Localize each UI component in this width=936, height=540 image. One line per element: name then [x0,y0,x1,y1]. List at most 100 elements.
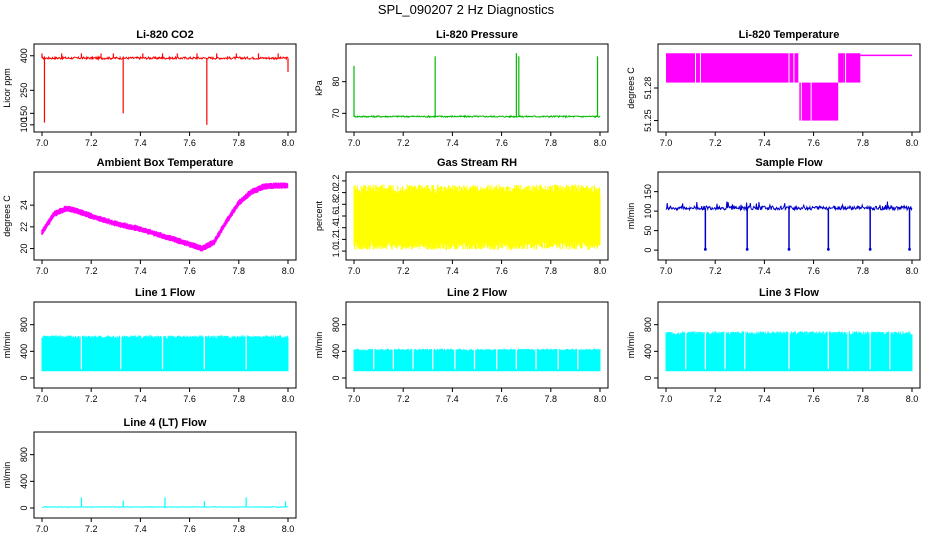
y-tick-label: 2.0 [331,186,341,199]
series-line [353,114,601,119]
y-tick-label: 80 [331,77,341,87]
x-tick-label: 8.0 [282,138,295,148]
x-tick-label: 7.6 [183,524,196,534]
x-tick-label: 7.4 [134,524,147,534]
x-tick-label: 7.8 [857,394,870,404]
x-tick-label: 7.6 [183,394,196,404]
x-tick-label: 7.2 [85,524,98,534]
series-drop-point [745,247,749,251]
x-tick-label: 7.2 [85,394,98,404]
x-tick-label: 7.0 [348,266,361,276]
chart-title: Line 1 Flow [135,287,195,299]
x-tick-label: 7.0 [36,266,49,276]
x-tick-label: 7.2 [397,394,410,404]
x-tick-label: 7.6 [495,394,508,404]
x-tick-label: 8.0 [282,394,295,404]
series-line [41,506,288,508]
x-tick-label: 7.4 [446,394,459,404]
plot-frame [33,431,297,519]
y-tick-label: 50 [643,226,653,236]
x-tick-label: 7.4 [446,266,459,276]
y-tick-label: 250 [19,83,29,98]
y-tick-label: 0 [19,375,29,380]
chart-line1: Line 1 Flow ml/min 7.0 7.2 7.4 7.6 7.8 8.0 0 400 8… [2,287,297,404]
y-tick-label: 800 [331,317,341,332]
chart-title: Line 3 Flow [759,287,819,299]
x-tick-label: 7.8 [233,394,246,404]
series-line-1 [41,334,289,372]
y-axis-label: ml/min [2,462,12,489]
chart-line3: Line 3 Flow ml/min 7.0 7.2 7.4 7.6 7.8 8.0 0 400 8… [626,287,921,404]
chart-title: Line 2 Flow [447,287,507,299]
series-drop-point [826,247,830,251]
plot-frame [33,301,297,389]
plot-frame [657,301,921,389]
series-block [843,53,861,83]
y-axis-label: degrees C [626,67,636,109]
series-co2 [41,53,289,125]
x-tick-label: 7.8 [545,394,558,404]
plot-frame [657,171,921,261]
x-tick-label: 7.2 [397,138,410,148]
x-tick-label: 8.0 [282,266,295,276]
figure-title: SPL_090207 2 Hz Diagnostics [378,2,555,17]
chart-title: Line 4 (LT) Flow [124,417,207,429]
y-tick-label: 1.4 [331,221,341,234]
chart-line2: Line 2 Flow ml/min 7.0 7.2 7.4 7.6 7.8 8.0 0 400 8… [314,287,609,404]
plot-frame [345,43,609,133]
series-band [665,331,913,372]
series-pressure [353,53,601,119]
y-tick-label: 20 [19,244,29,254]
chart-temp: Li-820 Temperature degrees C 7.0 7.2 7.4 7.6 7… [626,29,921,148]
y-axis-label: ml/min [2,332,12,359]
series-line [41,55,289,61]
y-tick-label: 0 [331,375,341,380]
y-tick-label: 400 [19,474,29,489]
y-tick-label: 1.2 [331,233,341,246]
x-tick-label: 7.4 [134,394,147,404]
y-axis-label: Licor ppm [2,68,12,108]
y-axis-label: kPa [314,80,324,96]
chart-sample: Sample Flow ml/min 7.0 7.2 7.4 7.6 7.8 8.0 0 50 10… [626,157,921,276]
y-tick-label: 150 [643,184,653,199]
x-tick-label: 7.8 [233,266,246,276]
series-line-2 [353,347,601,372]
x-tick-label: 7.4 [758,394,771,404]
x-tick-label: 7.6 [807,266,820,276]
x-tick-label: 7.8 [545,138,558,148]
x-tick-label: 7.4 [446,138,459,148]
x-tick-label: 7.4 [134,138,147,148]
x-tick-label: 7.6 [807,394,820,404]
x-tick-label: 8.0 [594,266,607,276]
y-tick-label: 1.0 [331,245,341,258]
y-tick-label: 800 [19,317,29,332]
series-block [666,53,789,83]
y-tick-label: 22 [19,222,29,232]
y-tick-label: 400 [643,344,653,359]
y-tick-label: 100 [19,117,29,132]
series-drop-point [703,247,707,251]
series-block [798,82,839,121]
series-rh [353,184,601,250]
x-tick-label: 7.2 [85,138,98,148]
x-tick-label: 7.2 [709,138,722,148]
x-tick-label: 7.0 [660,138,673,148]
x-tick-label: 7.6 [183,138,196,148]
x-tick-label: 8.0 [906,266,919,276]
y-tick-label: 150 [19,106,29,121]
x-tick-label: 7.0 [36,138,49,148]
y-tick-label: 100 [643,204,653,219]
x-tick-label: 8.0 [282,524,295,534]
series-ambient [41,182,289,252]
y-axis-label: ml/min [626,332,636,359]
y-tick-label: 800 [643,317,653,332]
x-tick-label: 7.0 [660,394,673,404]
y-tick-label: 0 [643,248,653,253]
x-tick-label: 7.2 [85,266,98,276]
series-temperature [666,53,912,121]
series-band [41,335,289,372]
x-tick-label: 7.8 [545,266,558,276]
x-tick-label: 7.4 [758,266,771,276]
x-tick-label: 7.2 [397,266,410,276]
x-tick-label: 8.0 [906,138,919,148]
